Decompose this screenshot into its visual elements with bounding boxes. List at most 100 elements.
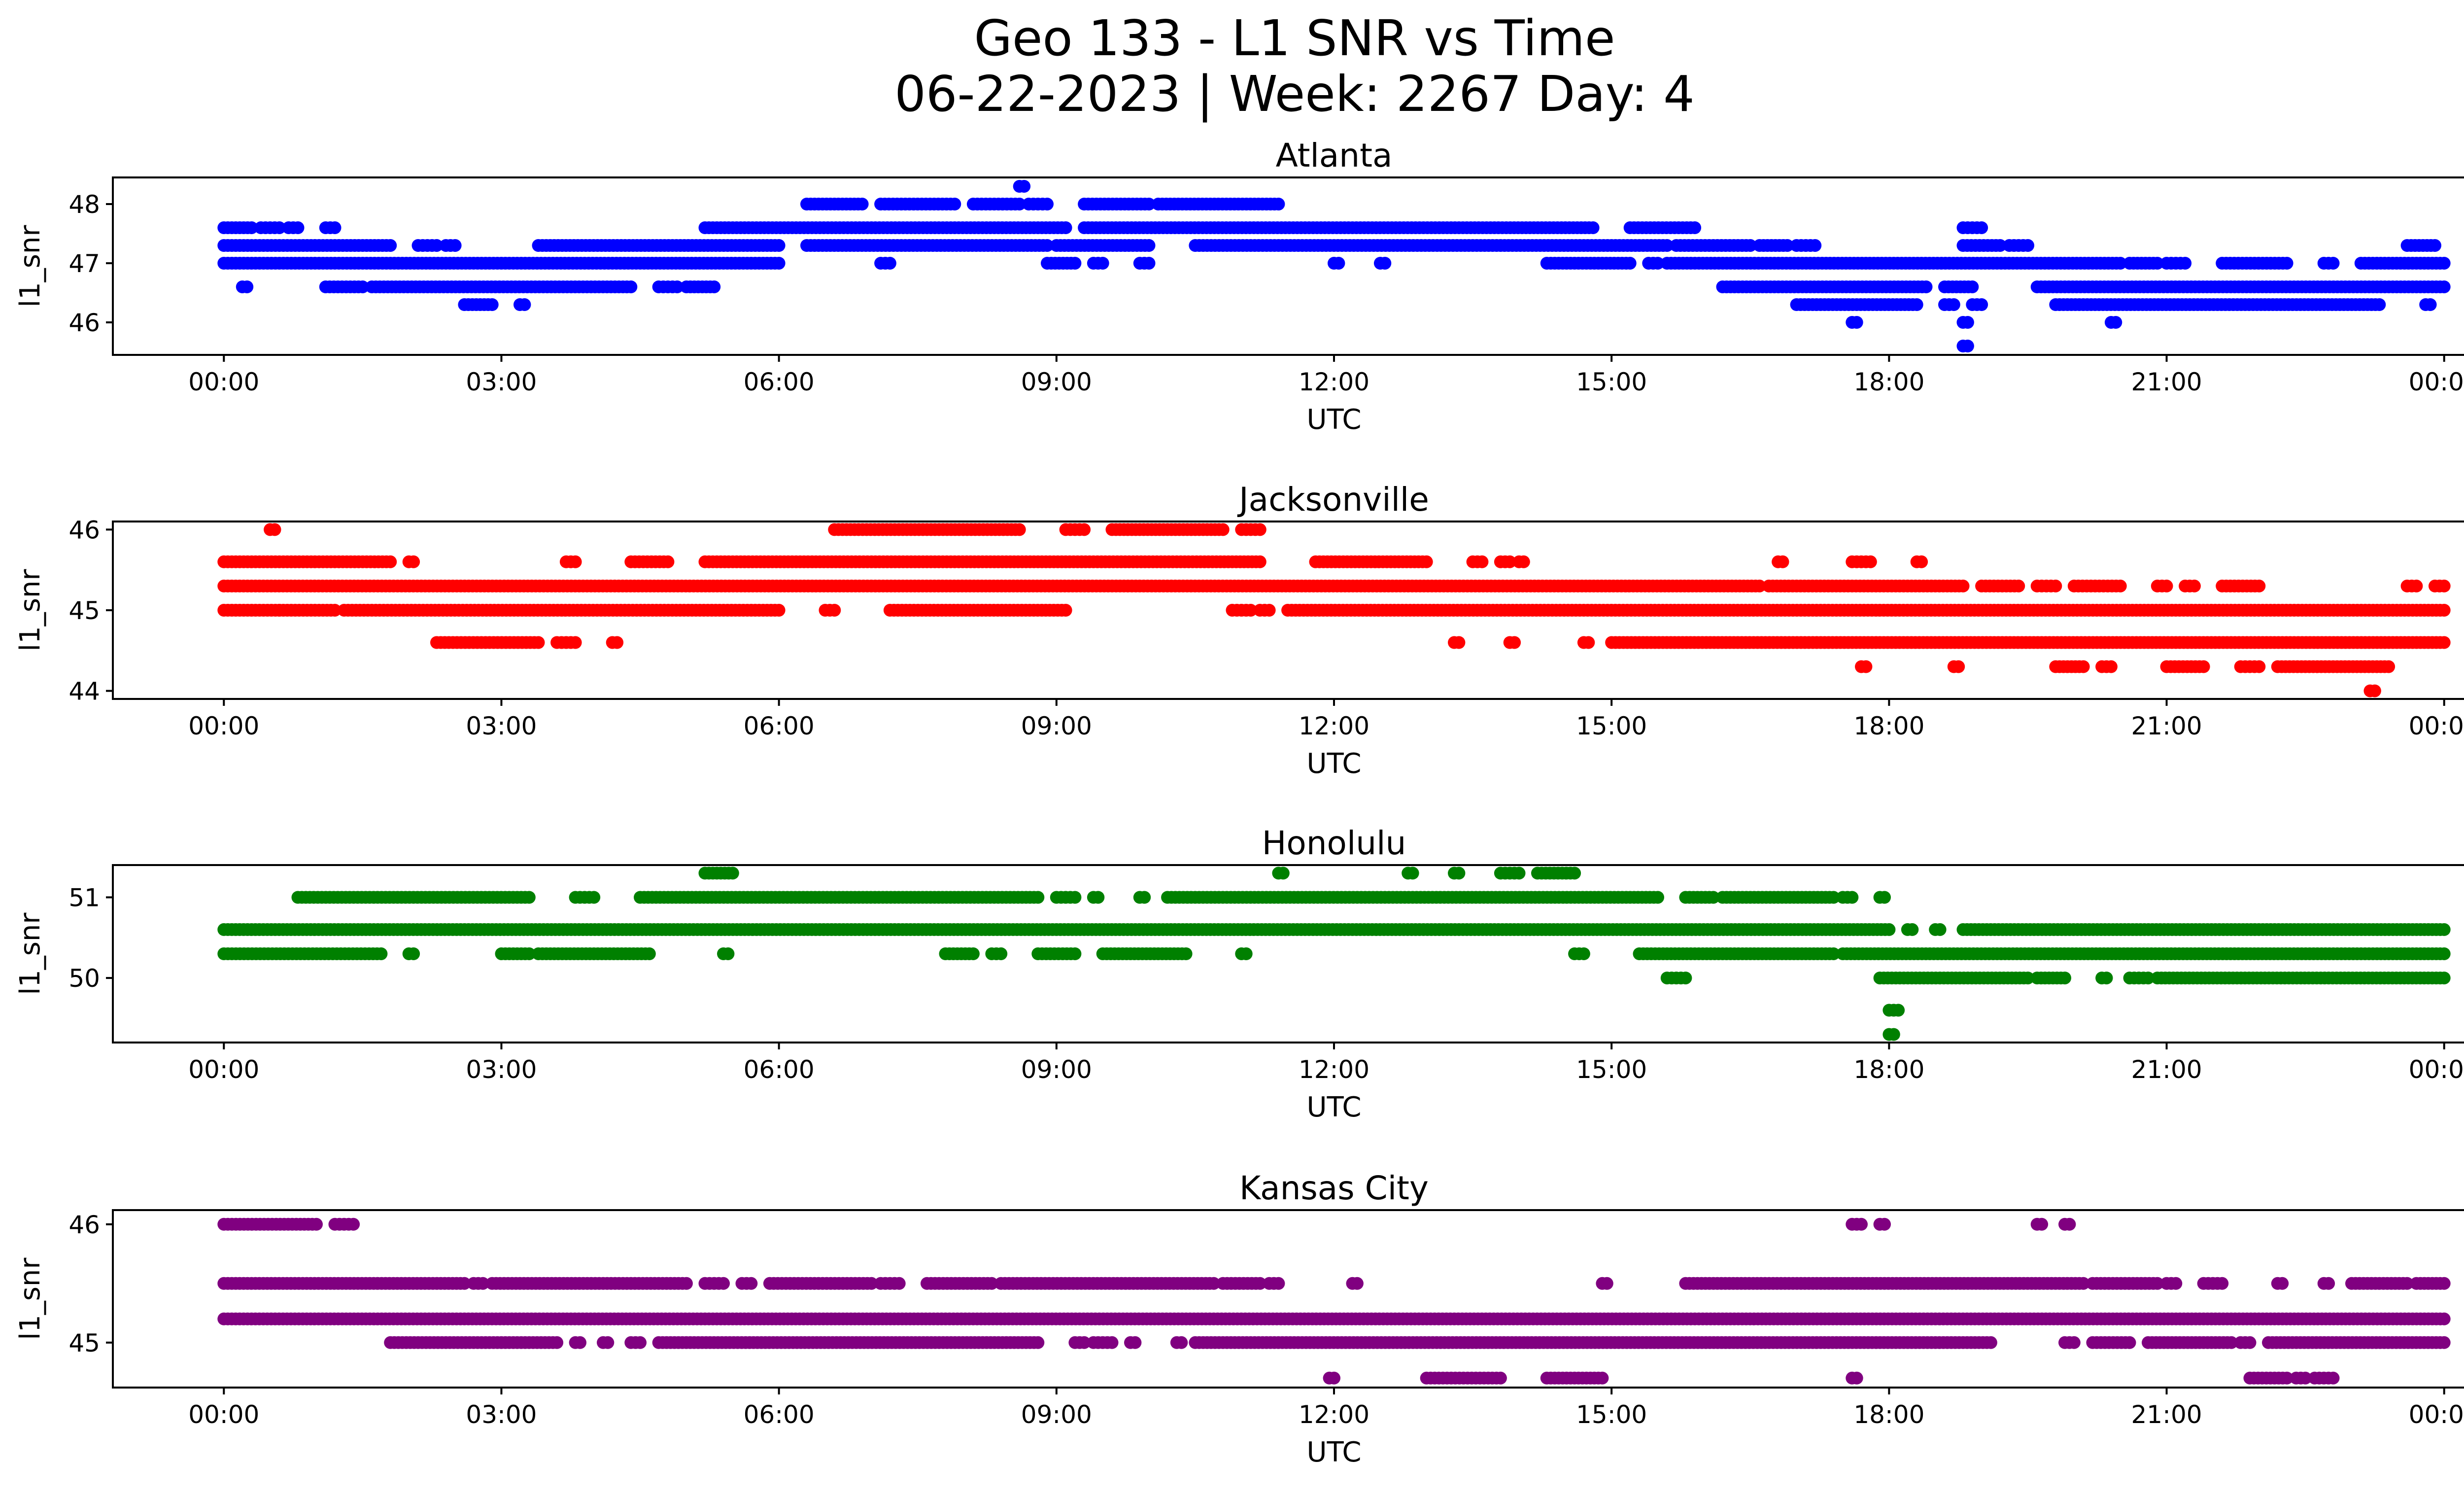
data-point — [1910, 298, 1923, 311]
data-point — [1952, 660, 1965, 673]
data-point — [1013, 198, 1026, 210]
data-point — [1452, 867, 1466, 880]
data-point — [1239, 947, 1253, 960]
y-tick-label: 50 — [68, 964, 100, 993]
data-point — [291, 221, 305, 234]
data-point — [2437, 257, 2451, 270]
data-point — [1276, 867, 1290, 880]
data-point — [2410, 579, 2423, 592]
data-point — [1577, 947, 1590, 960]
data-point — [721, 947, 735, 960]
x-tick-label: 00:00 — [188, 368, 259, 396]
x-tick-label: 00:00 — [188, 712, 259, 740]
x-tick-label: 15:00 — [1576, 1055, 1647, 1084]
y-tick-label: 44 — [68, 677, 100, 706]
data-point — [1744, 239, 1757, 252]
data-point — [1350, 1277, 1364, 1290]
data-point — [384, 555, 397, 568]
data-point — [1947, 298, 1960, 311]
data-point — [1253, 523, 1266, 536]
subplot-atlanta: 00:00 03:00 06:00 09:00 12:00 15:00 18:00 21:00… — [14, 137, 2464, 436]
data-point — [1068, 947, 1082, 960]
data-point — [2188, 579, 2201, 592]
data-point — [2424, 298, 2437, 311]
data-point — [1600, 1277, 1613, 1290]
data-point — [1864, 555, 1877, 568]
data-point — [587, 891, 601, 904]
data-point — [2109, 316, 2122, 329]
y-tick-label: 48 — [68, 190, 100, 219]
data-point — [328, 604, 342, 617]
data-point — [948, 198, 961, 210]
data-point — [569, 636, 582, 649]
figure-title-line1: Geo 133 - L1 SNR vs Time — [974, 9, 1615, 67]
data-point — [1092, 891, 1105, 904]
data-point — [1059, 604, 1072, 617]
data-point — [2104, 660, 2118, 673]
y-axis-label: l1_snr — [14, 912, 46, 995]
data-point — [1919, 280, 1933, 293]
data-point — [828, 604, 841, 617]
data-point — [1059, 221, 1072, 234]
data-point — [2437, 636, 2451, 649]
data-point — [2437, 579, 2451, 592]
x-tick-label: 03:00 — [466, 368, 537, 396]
data-point — [1041, 239, 1054, 252]
data-point — [1859, 660, 1873, 673]
data-point — [2437, 947, 2451, 960]
x-tick-label: 21:00 — [2131, 368, 2202, 396]
x-tick-label: 06:00 — [744, 1055, 815, 1084]
data-point — [1956, 579, 1970, 592]
data-point — [1651, 891, 1664, 904]
data-point — [2077, 660, 2090, 673]
data-point — [2280, 257, 2293, 270]
x-tick-label: 15:00 — [1576, 368, 1647, 396]
data-point — [966, 947, 980, 960]
data-point — [1018, 180, 1031, 193]
data-point — [2012, 579, 2025, 592]
data-point — [772, 604, 786, 617]
subplot-jacksonville: 00:00 03:00 06:00 09:00 12:00 15:00 18:00 21:00… — [14, 481, 2464, 780]
data-point — [883, 257, 896, 270]
data-point — [1142, 198, 1156, 210]
data-point — [1332, 257, 1345, 270]
x-tick-label: 18:00 — [1853, 1055, 1924, 1084]
data-point — [772, 239, 786, 252]
x-tick-label: 03:00 — [466, 1055, 537, 1084]
data-points — [217, 180, 2451, 352]
data-point — [1915, 555, 1928, 568]
x-tick-label: 09:00 — [1021, 1055, 1092, 1084]
x-tick-label: 03:00 — [466, 712, 537, 740]
data-point — [268, 523, 281, 536]
data-point — [1780, 239, 1794, 252]
data-point — [1378, 257, 1392, 270]
data-point — [708, 280, 721, 293]
data-point — [1776, 555, 1789, 568]
data-point — [2437, 604, 2451, 617]
data-point — [2151, 257, 2164, 270]
data-point — [745, 1277, 758, 1290]
x-tick-label: 06:00 — [744, 712, 815, 740]
data-point — [522, 947, 536, 960]
data-point — [518, 298, 531, 311]
data-point — [2114, 257, 2127, 270]
data-point — [671, 280, 684, 293]
data-point — [2437, 923, 2451, 936]
data-point — [2253, 660, 2266, 673]
data-point — [1975, 298, 1988, 311]
data-point — [2100, 972, 2113, 985]
data-point — [1142, 257, 1156, 270]
data-point — [375, 947, 388, 960]
data-point — [1179, 947, 1193, 960]
data-point — [1253, 555, 1266, 568]
x-tick-label: 18:00 — [1853, 368, 1924, 396]
data-point — [1263, 604, 1276, 617]
data-point — [2429, 239, 2441, 252]
subplot-title: Jacksonville — [1237, 481, 1429, 519]
x-tick-label: 00:00 — [188, 1055, 259, 1084]
data-point — [643, 947, 656, 960]
data-point — [2322, 1277, 2335, 1290]
data-point — [2368, 684, 2381, 697]
data-point — [1068, 257, 1082, 270]
